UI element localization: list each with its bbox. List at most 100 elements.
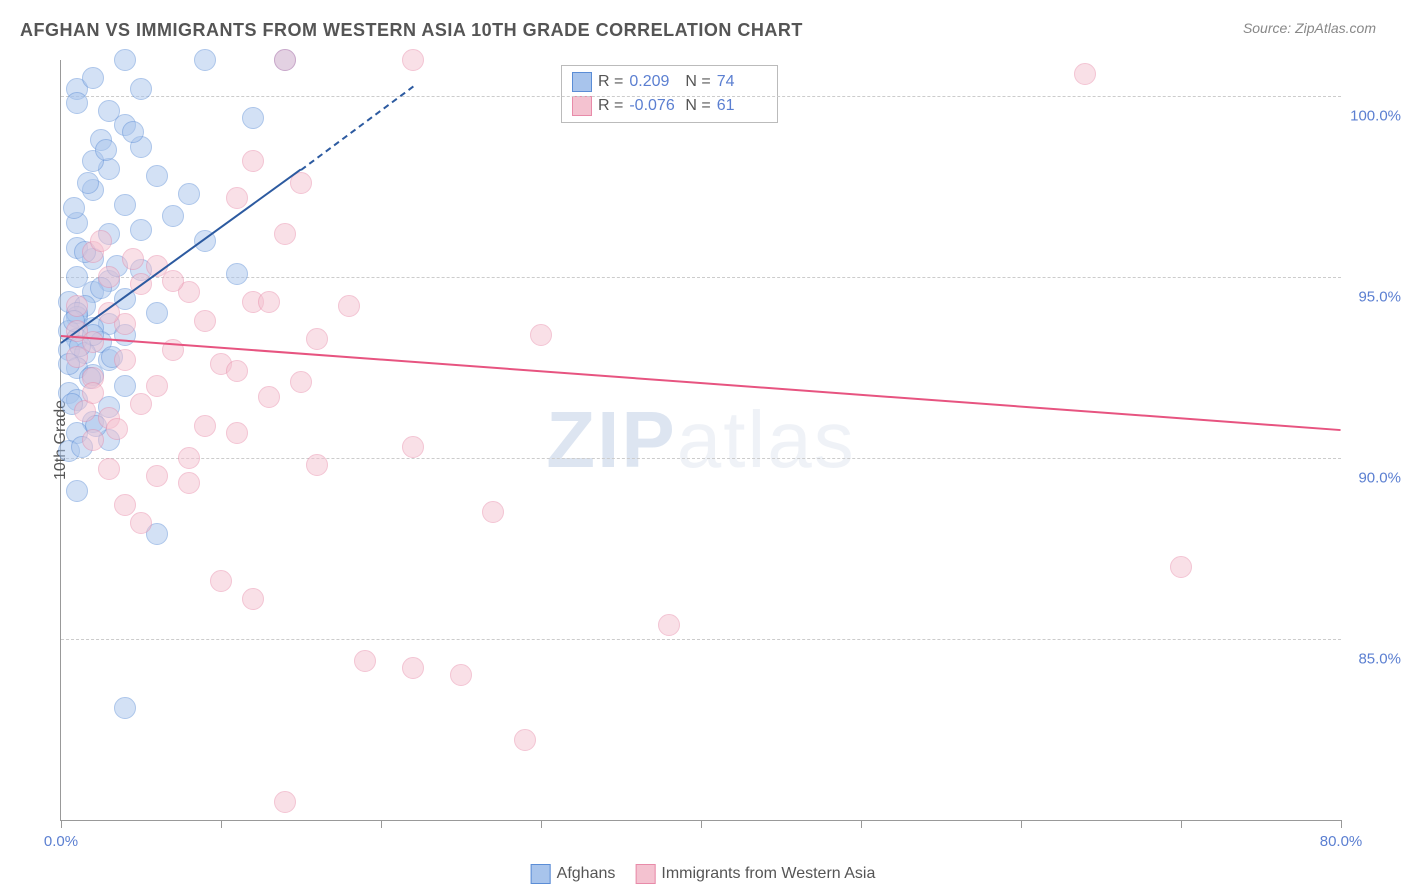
legend-row: R = 0.209 N = 74 bbox=[572, 70, 767, 94]
data-point bbox=[194, 310, 216, 332]
data-point bbox=[106, 418, 128, 440]
data-point bbox=[122, 248, 144, 270]
n-value: 61 bbox=[717, 97, 767, 115]
data-point bbox=[178, 183, 200, 205]
data-point bbox=[306, 328, 328, 350]
legend-row: R =-0.076N =61 bbox=[572, 94, 767, 118]
gridline bbox=[61, 458, 1341, 459]
data-point bbox=[242, 107, 264, 129]
data-point bbox=[514, 729, 536, 751]
data-point bbox=[77, 172, 99, 194]
data-point bbox=[306, 454, 328, 476]
legend-label: Afghans bbox=[557, 865, 616, 883]
data-point bbox=[130, 219, 152, 241]
y-tick-label: 85.0% bbox=[1346, 651, 1401, 668]
n-label: N = bbox=[685, 73, 710, 91]
data-point bbox=[162, 205, 184, 227]
data-point bbox=[274, 223, 296, 245]
data-point bbox=[122, 121, 144, 143]
gridline bbox=[61, 277, 1341, 278]
x-tick bbox=[541, 820, 542, 828]
legend-swatch bbox=[572, 96, 592, 116]
x-tick bbox=[701, 820, 702, 828]
data-point bbox=[130, 393, 152, 415]
data-point bbox=[338, 295, 360, 317]
data-point bbox=[1170, 556, 1192, 578]
y-tick-label: 95.0% bbox=[1346, 289, 1401, 306]
x-tick-label: 80.0% bbox=[1320, 833, 1363, 850]
n-label: N = bbox=[685, 97, 710, 115]
data-point bbox=[130, 78, 152, 100]
legend-swatch bbox=[635, 864, 655, 884]
n-value: 74 bbox=[717, 73, 767, 91]
data-point bbox=[354, 650, 376, 672]
data-point bbox=[114, 494, 136, 516]
source-label: Source: ZipAtlas.com bbox=[1243, 20, 1376, 36]
data-point bbox=[194, 415, 216, 437]
legend-item: Immigrants from Western Asia bbox=[635, 864, 875, 884]
data-point bbox=[130, 512, 152, 534]
data-point bbox=[82, 429, 104, 451]
data-point bbox=[242, 150, 264, 172]
chart-title: AFGHAN VS IMMIGRANTS FROM WESTERN ASIA 1… bbox=[20, 20, 803, 41]
data-point bbox=[114, 697, 136, 719]
data-point bbox=[258, 291, 280, 313]
data-point bbox=[90, 230, 112, 252]
data-point bbox=[114, 49, 136, 71]
data-point bbox=[402, 49, 424, 71]
y-tick-label: 90.0% bbox=[1346, 470, 1401, 487]
data-point bbox=[274, 49, 296, 71]
data-point bbox=[482, 501, 504, 523]
data-point bbox=[82, 382, 104, 404]
x-tick bbox=[1181, 820, 1182, 828]
y-tick-label: 100.0% bbox=[1346, 108, 1401, 125]
correlation-legend: R = 0.209 N = 74R = -0.076 N = 61 bbox=[561, 65, 778, 123]
data-point bbox=[290, 371, 312, 393]
data-point bbox=[178, 447, 200, 469]
data-point bbox=[66, 295, 88, 317]
x-tick-label: 0.0% bbox=[44, 833, 78, 850]
x-tick bbox=[1021, 820, 1022, 828]
data-point bbox=[66, 92, 88, 114]
data-point bbox=[146, 465, 168, 487]
data-point bbox=[258, 386, 280, 408]
watermark: ZIPatlas bbox=[546, 394, 855, 486]
x-tick bbox=[861, 820, 862, 828]
data-point bbox=[146, 375, 168, 397]
legend-label: Immigrants from Western Asia bbox=[661, 865, 875, 883]
x-tick bbox=[221, 820, 222, 828]
r-value: 0.209 bbox=[629, 73, 679, 91]
data-point bbox=[658, 614, 680, 636]
data-point bbox=[146, 302, 168, 324]
gridline bbox=[61, 96, 1341, 97]
data-point bbox=[402, 436, 424, 458]
data-point bbox=[530, 324, 552, 346]
data-point bbox=[98, 266, 120, 288]
x-tick bbox=[1341, 820, 1342, 828]
legend-swatch bbox=[572, 72, 592, 92]
data-point bbox=[450, 664, 472, 686]
data-point bbox=[210, 570, 232, 592]
data-point bbox=[114, 194, 136, 216]
x-tick bbox=[61, 820, 62, 828]
data-point bbox=[226, 422, 248, 444]
legend-swatch bbox=[531, 864, 551, 884]
data-point bbox=[114, 349, 136, 371]
data-point bbox=[63, 197, 85, 219]
data-point bbox=[178, 472, 200, 494]
r-value: -0.076 bbox=[629, 97, 679, 115]
data-point bbox=[226, 263, 248, 285]
r-label: R = bbox=[598, 73, 623, 91]
data-point bbox=[226, 360, 248, 382]
legend-item: Afghans bbox=[531, 864, 616, 884]
data-point bbox=[1074, 63, 1096, 85]
data-point bbox=[98, 458, 120, 480]
data-point bbox=[226, 187, 248, 209]
gridline bbox=[61, 639, 1341, 640]
data-point bbox=[242, 588, 264, 610]
data-point bbox=[162, 270, 184, 292]
trend-line bbox=[61, 335, 1341, 431]
data-point bbox=[194, 49, 216, 71]
chart-container: AFGHAN VS IMMIGRANTS FROM WESTERN ASIA 1… bbox=[0, 0, 1406, 892]
data-point bbox=[146, 165, 168, 187]
